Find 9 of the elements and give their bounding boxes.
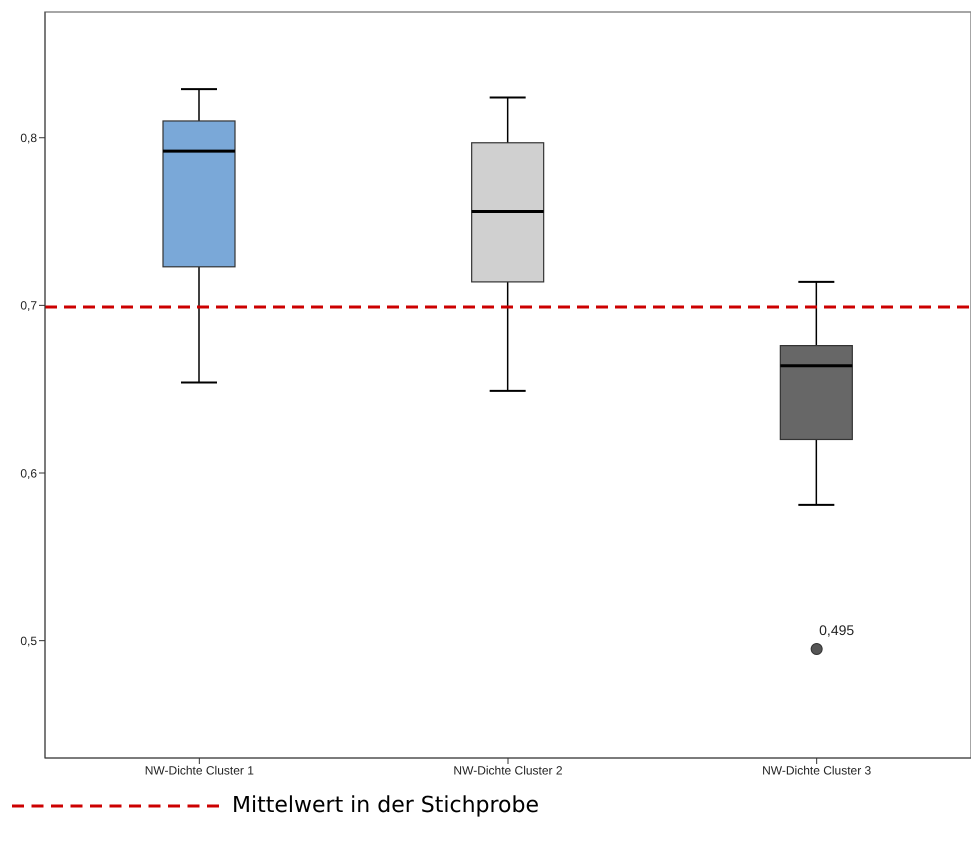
y-tick-label: 0,6 [20, 466, 38, 480]
x-tick-label: NW-Dichte Cluster 3 [762, 764, 872, 778]
y-tick-label: 0,5 [20, 634, 38, 648]
annotation: 0,495 [819, 622, 854, 638]
x-tick-label: NW-Dichte Cluster 1 [144, 764, 254, 778]
y-tick-label: 0,7 [20, 298, 38, 313]
y-tick-label: 0,8 [20, 130, 38, 145]
x-tick-label: NW-Dichte Cluster 2 [453, 764, 563, 778]
legend-label: Mittelwert in der Stichprobe [232, 793, 540, 818]
